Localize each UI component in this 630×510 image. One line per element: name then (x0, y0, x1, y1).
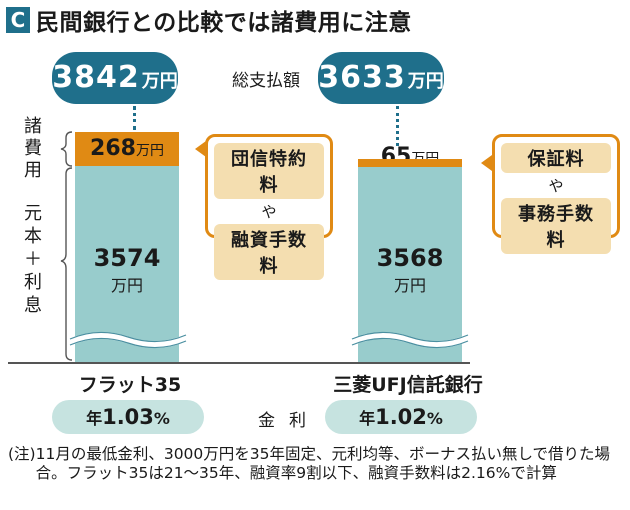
rate-unit: % (426, 409, 443, 428)
callout-arrow-icon (195, 141, 206, 157)
rate-label: 金利 (258, 411, 320, 431)
fee-unit: 万円 (135, 143, 164, 159)
callout-arrow-icon (481, 155, 492, 171)
dotted-connector (396, 106, 399, 146)
callout-item: 事務手数料 (501, 198, 611, 254)
bar-principal-mufg (358, 167, 462, 362)
rate-value: 1.02 (375, 405, 427, 429)
chart-title: C 民間銀行との比較では諸費用に注意 (6, 6, 412, 36)
rate-pill-flat35: 年 1.03 % (52, 400, 204, 434)
callout-item: 保証料 (501, 143, 611, 173)
rate-value: 1.03 (102, 405, 154, 429)
rate-pill-mufg: 年 1.02 % (325, 400, 477, 434)
bar-principal-flat35 (75, 166, 179, 362)
principal-label-flat35: 3574 万円 (75, 244, 179, 296)
fee-label-flat35: 268 万円 (75, 136, 179, 161)
axis-break-icon (68, 331, 188, 349)
bank-name-flat35: フラット35 (78, 374, 182, 396)
principal-unit: 万円 (393, 276, 426, 295)
callout-mufg: 保証料 や 事務手数料 (492, 134, 620, 254)
total-pill-flat35: 3842 万円 (52, 52, 178, 104)
total-value: 3633 (318, 60, 406, 95)
total-unit: 万円 (141, 71, 178, 92)
callout-conj: や (261, 203, 277, 221)
principal-unit: 万円 (110, 276, 143, 295)
callout-item: 融資手数料 (214, 224, 324, 280)
baseline (8, 362, 470, 364)
total-unit: 万円 (407, 71, 444, 92)
rate-prefix: 年 (86, 409, 103, 428)
principal-label-mufg: 3568 万円 (358, 244, 462, 296)
bar-fees-flat35 (75, 132, 179, 166)
total-value: 3842 (52, 60, 140, 95)
footnote: (注) 11月の最低金利、3000万円を35年固定、元利均等、ボーナス払い無しで… (8, 445, 626, 483)
fee-value: 268 (90, 136, 136, 161)
title-text: 民間銀行との比較では諸費用に注意 (36, 10, 412, 36)
principal-value: 3568 (376, 244, 444, 272)
total-label: 総支払額 (232, 71, 300, 91)
bar-fees-mufg (358, 159, 462, 167)
dotted-connector (133, 106, 136, 130)
footnote-prefix: (注) (8, 445, 36, 463)
bank-name-mufg: 三菱UFJ信託銀行 (333, 374, 483, 396)
section-badge: C (6, 7, 30, 33)
axis-label-principal-interest: 元本＋利息 (24, 203, 42, 316)
callout-item: 団信特約料 (214, 143, 324, 199)
principal-value: 3574 (93, 244, 161, 272)
callout-conj: や (548, 177, 564, 195)
callout-flat35: 団信特約料 や 融資手数料 (205, 134, 333, 280)
footnote-text: 11月の最低金利、3000万円を35年固定、元利均等、ボーナス払い無しで借りた場… (35, 445, 611, 482)
brace-icon (60, 131, 73, 361)
rate-unit: % (153, 409, 170, 428)
axis-break-icon (350, 331, 470, 349)
axis-label-fees: 諸費用 (24, 116, 42, 181)
total-pill-mufg: 3633 万円 (318, 52, 444, 104)
rate-prefix: 年 (359, 409, 376, 428)
